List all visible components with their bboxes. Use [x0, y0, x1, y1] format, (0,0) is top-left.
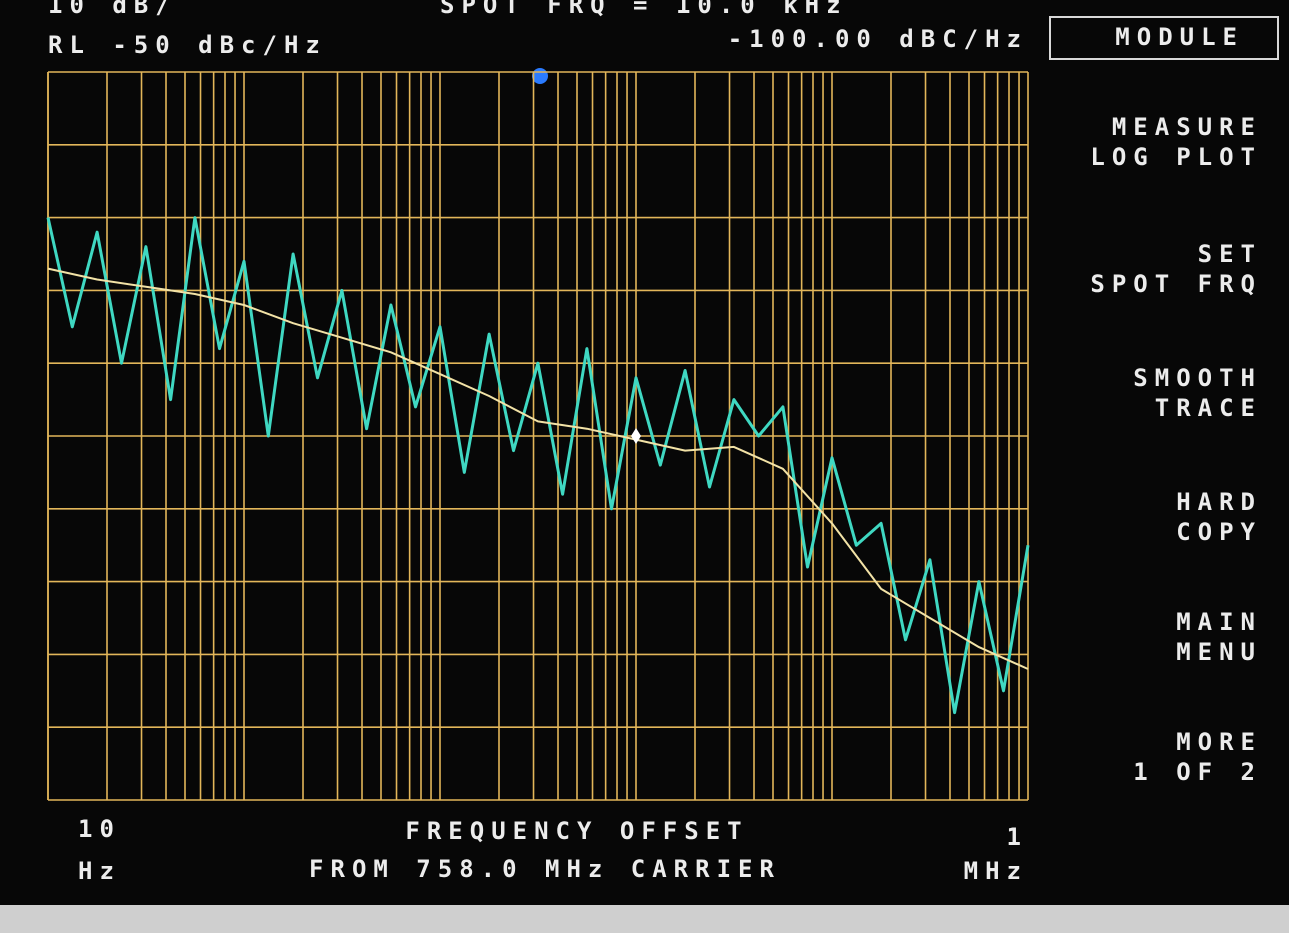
softkey-label[interactable]: MODULE — [1115, 23, 1244, 51]
x-tick-label: 10 — [78, 815, 121, 843]
bezel — [0, 905, 1289, 933]
indicator — [532, 68, 548, 84]
x-axis-label: FROM 758.0 MHz CARRIER — [309, 855, 781, 883]
softkey-label[interactable]: SPOT FRQ — [1090, 270, 1262, 298]
softkey-label[interactable]: LOG PLOT — [1090, 143, 1262, 171]
softkey-label[interactable]: TRACE — [1155, 394, 1262, 422]
x-tick-unit: MHz — [964, 857, 1028, 885]
ref-label: RL -50 dBc/Hz — [48, 31, 327, 59]
softkey-label[interactable]: SMOOTH — [1133, 364, 1262, 392]
trace — [46, 216, 1030, 715]
x-tick-unit: Hz — [78, 857, 121, 885]
screen-bg — [0, 0, 1289, 905]
x-axis-label: FREQUENCY OFFSET — [405, 817, 748, 845]
marker-label: -100.00 dBC/Hz — [728, 25, 1028, 53]
x-tick-label: 1 — [1007, 823, 1028, 851]
trace — [47, 267, 1029, 670]
softkey-label[interactable]: COPY — [1176, 518, 1262, 546]
softkey-box — [1049, 16, 1279, 60]
softkey-label[interactable]: SET — [1198, 240, 1262, 268]
scale-label: 10 dB/ — [48, 0, 177, 19]
softkey-label[interactable]: MENU — [1176, 638, 1262, 666]
softkey-label[interactable]: HARD — [1176, 488, 1262, 516]
softkey-label[interactable]: 1 OF 2 — [1133, 758, 1262, 786]
softkey-label[interactable]: MEASURE — [1112, 113, 1262, 141]
softkey-label[interactable]: MORE — [1176, 728, 1262, 756]
spot-label: SPOT FRQ = 10.0 kHz — [440, 0, 848, 19]
plot: 10 Hz 1 MHz — [46, 71, 1030, 885]
marker — [631, 428, 641, 444]
softkey[interactable]: MODULE — [1115, 23, 1244, 51]
softkey-label[interactable]: MAIN — [1176, 608, 1262, 636]
